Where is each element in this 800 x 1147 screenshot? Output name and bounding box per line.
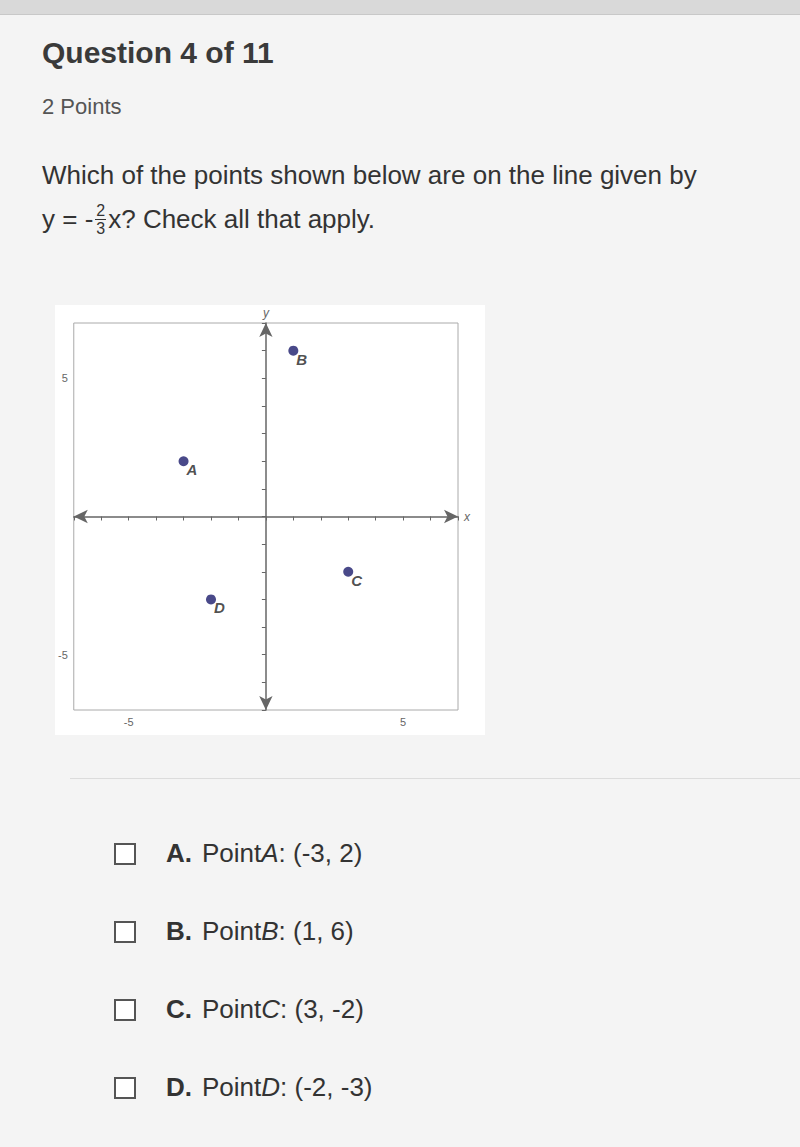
html-text:C. Point C: (3, -2): C. Point C: (3, -2) (166, 994, 364, 1024)
svg-text:C: C (351, 572, 363, 589)
svg-text:y: y (262, 306, 270, 320)
html-text:3x? Check all that apply.: 3x? Check all that apply. (96, 204, 376, 237)
svg-text:5: 5 (62, 372, 68, 384)
html-text:y = -2: y = -2 (42, 202, 106, 234)
html-text:D. Point D: (-2, -3): D. Point D: (-2, -3) (166, 1072, 373, 1102)
svg-text:B: B (296, 351, 307, 368)
svg-text:A: A (186, 461, 198, 478)
html-text:Which of the points shown belo: Which of the points shown below are on t… (42, 160, 697, 190)
svg-text:D: D (214, 599, 225, 616)
html-text:2 Points: 2 Points (42, 94, 122, 119)
svg-text:-5: -5 (124, 716, 134, 728)
svg-text:x: x (463, 510, 471, 524)
html-text:A. Point A: (-3, 2): A. Point A: (-3, 2) (166, 838, 363, 868)
html-text:Question 4 of 11: Question 4 of 11 (42, 36, 274, 69)
svg-text:5: 5 (400, 716, 406, 728)
html-text:B. Point B: (1, 6): B. Point B: (1, 6) (166, 916, 354, 946)
svg-text:-5: -5 (58, 649, 68, 661)
